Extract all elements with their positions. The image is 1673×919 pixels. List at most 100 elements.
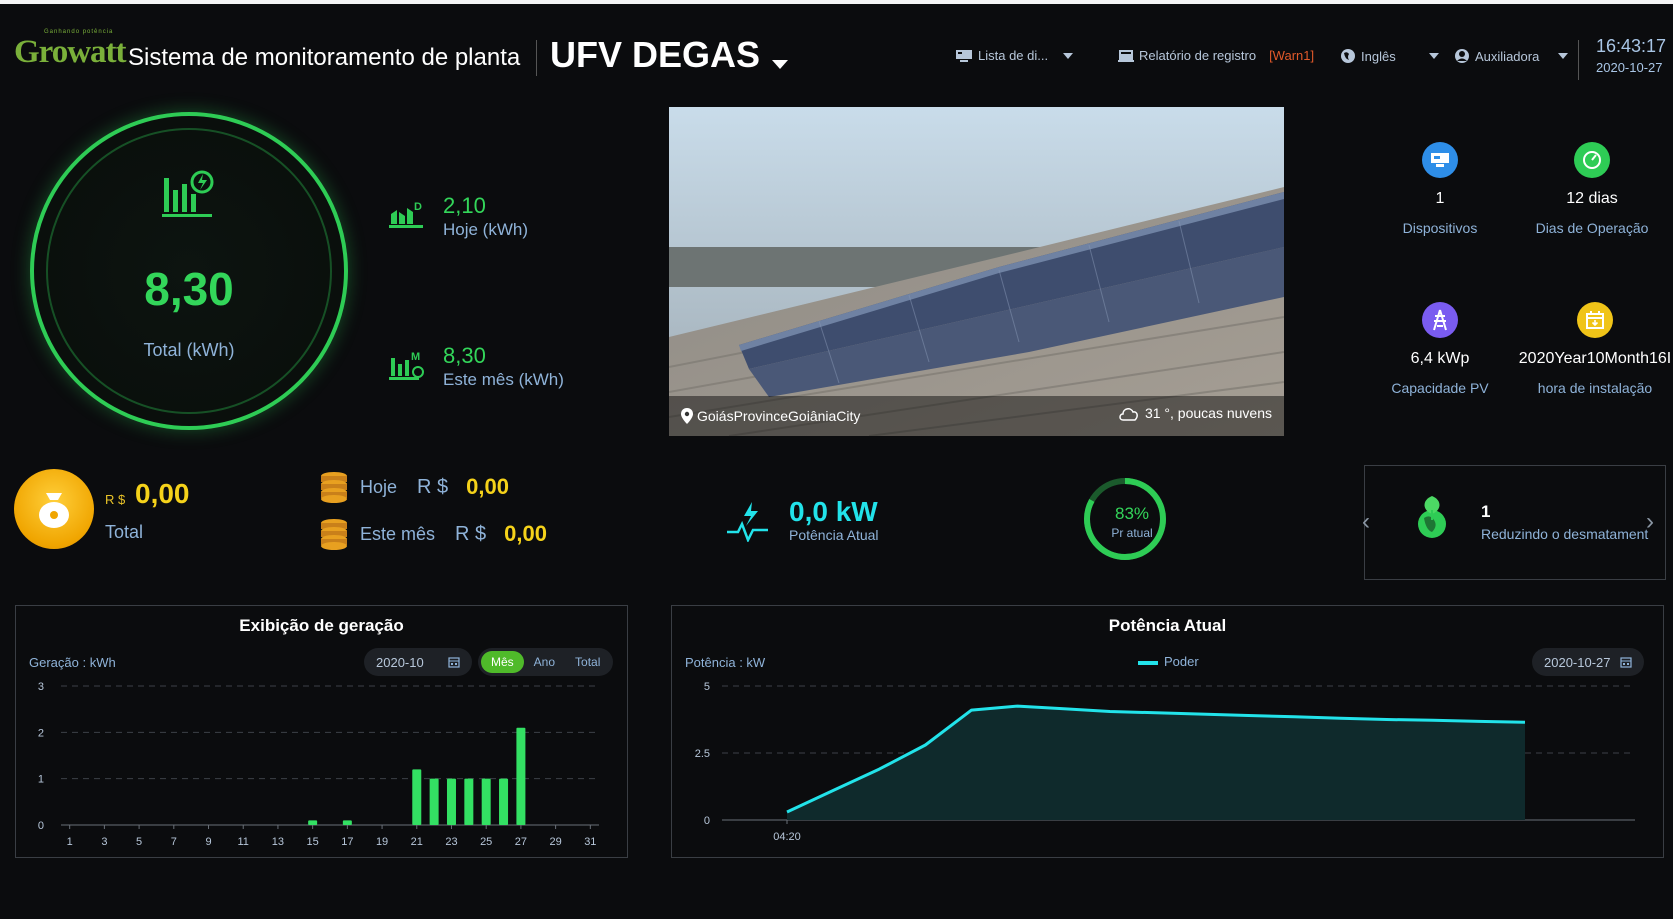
logo-tagline: Ganhando potência xyxy=(44,29,114,35)
revenue-today-currency: R $ xyxy=(417,475,449,498)
series-area xyxy=(787,706,1525,820)
tab-total[interactable]: Total xyxy=(575,655,601,669)
environment-carousel xyxy=(1364,465,1666,580)
revenue-today-label: Hoje xyxy=(360,476,398,497)
generation-date-value: 2020-10 xyxy=(376,654,424,670)
month-energy-value: 8,30 xyxy=(443,343,486,368)
revenue-today-row: Hoje R $ 0,00 xyxy=(318,470,509,504)
y-tick-label: 5 xyxy=(704,681,710,693)
weather-text: 31 °, poucas nuvens xyxy=(1144,405,1272,421)
x-tick-label: 11 xyxy=(238,836,249,848)
bar xyxy=(308,820,318,825)
tab-year[interactable]: Ano xyxy=(533,655,556,669)
header-divider xyxy=(536,40,537,76)
x-tick-label: 04:20 xyxy=(773,831,801,843)
generation-period-tabs: Mês Ano Total xyxy=(478,648,614,676)
carousel-next-icon[interactable]: › xyxy=(1646,508,1654,535)
language-menu[interactable]: Inglês xyxy=(1340,48,1439,64)
chevron-down-icon xyxy=(1428,53,1439,59)
total-energy-inner-ring xyxy=(46,128,332,414)
devices-label: Dispositivos xyxy=(1402,220,1478,236)
growatt-logo[interactable]: Ganhando potência Growatt xyxy=(14,29,127,71)
calendar-icon xyxy=(1577,302,1613,338)
y-tick-label: 0 xyxy=(38,820,44,832)
power-date-value: 2020-10-27 xyxy=(1544,654,1611,670)
location-text: GoiásProvinceGoiâniaCity xyxy=(697,408,861,424)
pv-capacity-label: Capacidade PV xyxy=(1391,380,1489,396)
x-tick-label: 3 xyxy=(101,836,107,848)
install-time-label: hora de instalação xyxy=(1537,380,1653,396)
warn-badge[interactable]: [Warn1] xyxy=(1269,48,1315,63)
user-name: Auxiliadora xyxy=(1475,48,1540,64)
kpi-operation-days: 12 dias Dias de Operação xyxy=(1517,142,1667,236)
revenue-month-currency: R $ xyxy=(455,522,487,545)
generation-panel: Exibição de geração Geração : kWh 2020-1… xyxy=(15,605,628,858)
generation-date-picker[interactable]: 2020-10 xyxy=(364,648,472,676)
revenue-today-value: 0,00 xyxy=(466,474,509,499)
chevron-down-icon xyxy=(1558,53,1569,59)
y-tick-label: 0 xyxy=(704,815,710,827)
svg-text:M: M xyxy=(411,351,420,363)
today-energy-value: 2,10 xyxy=(443,193,486,218)
clock-time: 16:43:17 xyxy=(1596,36,1667,56)
calendar-icon xyxy=(1620,657,1632,668)
report-menu[interactable]: Relatório de registro [Warn1] xyxy=(1118,48,1314,63)
chevron-down-icon xyxy=(1063,52,1074,59)
coin-stack-icon xyxy=(321,472,347,503)
y-tick-label: 1 xyxy=(38,774,44,786)
top-strip xyxy=(0,0,1673,4)
bar xyxy=(446,778,456,825)
globe-icon xyxy=(1341,49,1355,63)
carousel-label: Reduzindo o desmatamento xyxy=(1481,526,1649,542)
current-power-value: 0,0 kW xyxy=(789,496,878,527)
series-line xyxy=(786,704,1526,814)
legend-swatch xyxy=(1138,660,1158,665)
user-icon xyxy=(1455,49,1469,63)
total-energy-label: Total (kWh) xyxy=(143,340,235,360)
user-menu[interactable]: Auxiliadora xyxy=(1454,48,1569,64)
power-unit-label: Potência : kW xyxy=(685,655,766,670)
photo-location: GoiásProvinceGoiâniaCity xyxy=(681,408,860,424)
power-pulse-icon xyxy=(727,502,768,542)
device-list-label: Lista de di... xyxy=(978,48,1049,63)
revenue-month-row: Este mês R $ 0,00 xyxy=(318,517,547,551)
power-legend[interactable]: Poder xyxy=(1138,654,1199,669)
device-list-icon xyxy=(956,49,972,62)
carousel-prev-icon[interactable]: ‹ xyxy=(1362,508,1370,535)
bar xyxy=(481,778,491,825)
report-label: Relatório de registro xyxy=(1139,48,1257,63)
x-tick-label: 17 xyxy=(341,836,353,848)
device-icon xyxy=(1422,142,1458,178)
generation-panel-title: Exibição de geração xyxy=(239,616,404,635)
plant-photo[interactable]: GoiásProvinceGoiâniaCity 31 °, poucas nu… xyxy=(669,107,1284,436)
current-power-label: Potência Atual xyxy=(789,527,879,543)
report-icon xyxy=(1118,49,1134,62)
logo-text: Growatt xyxy=(14,34,127,70)
carousel-value: 1 xyxy=(1481,502,1491,521)
kpi-pv-capacity: 6,4 kWp Capacidade PV xyxy=(1365,302,1515,396)
coin-stack-icon xyxy=(321,519,347,550)
language-label: Inglês xyxy=(1361,48,1396,64)
kpi-devices[interactable]: 1 Dispositivos xyxy=(1365,142,1515,236)
x-tick-label: 15 xyxy=(307,836,319,848)
x-tick-label: 21 xyxy=(411,836,423,848)
currency-symbol: R $ xyxy=(105,492,126,507)
revenue-total-value: 0,00 xyxy=(135,478,190,509)
x-tick-label: 27 xyxy=(515,836,527,848)
device-list-menu[interactable]: Lista de di... xyxy=(955,48,1074,63)
power-date-picker[interactable]: 2020-10-27 xyxy=(1532,648,1644,676)
bar xyxy=(412,769,422,825)
plant-name[interactable]: UFV DEGAS xyxy=(550,34,761,75)
plant-selector-caret-icon[interactable] xyxy=(772,60,788,69)
y-tick-label: 3 xyxy=(38,681,44,693)
revenue-month-value: 0,00 xyxy=(504,521,547,546)
svg-text:D: D xyxy=(414,201,422,213)
month-energy-label: Este mês (kWh) xyxy=(443,370,564,389)
bar xyxy=(429,778,439,825)
tab-month[interactable]: Mês xyxy=(481,651,524,673)
bar xyxy=(499,778,509,825)
kpi-install-time: 2020Year10Month16I hora de instalação xyxy=(1517,302,1673,396)
today-energy-label: Hoje (kWh) xyxy=(443,220,529,239)
pylon-icon xyxy=(1422,302,1458,338)
